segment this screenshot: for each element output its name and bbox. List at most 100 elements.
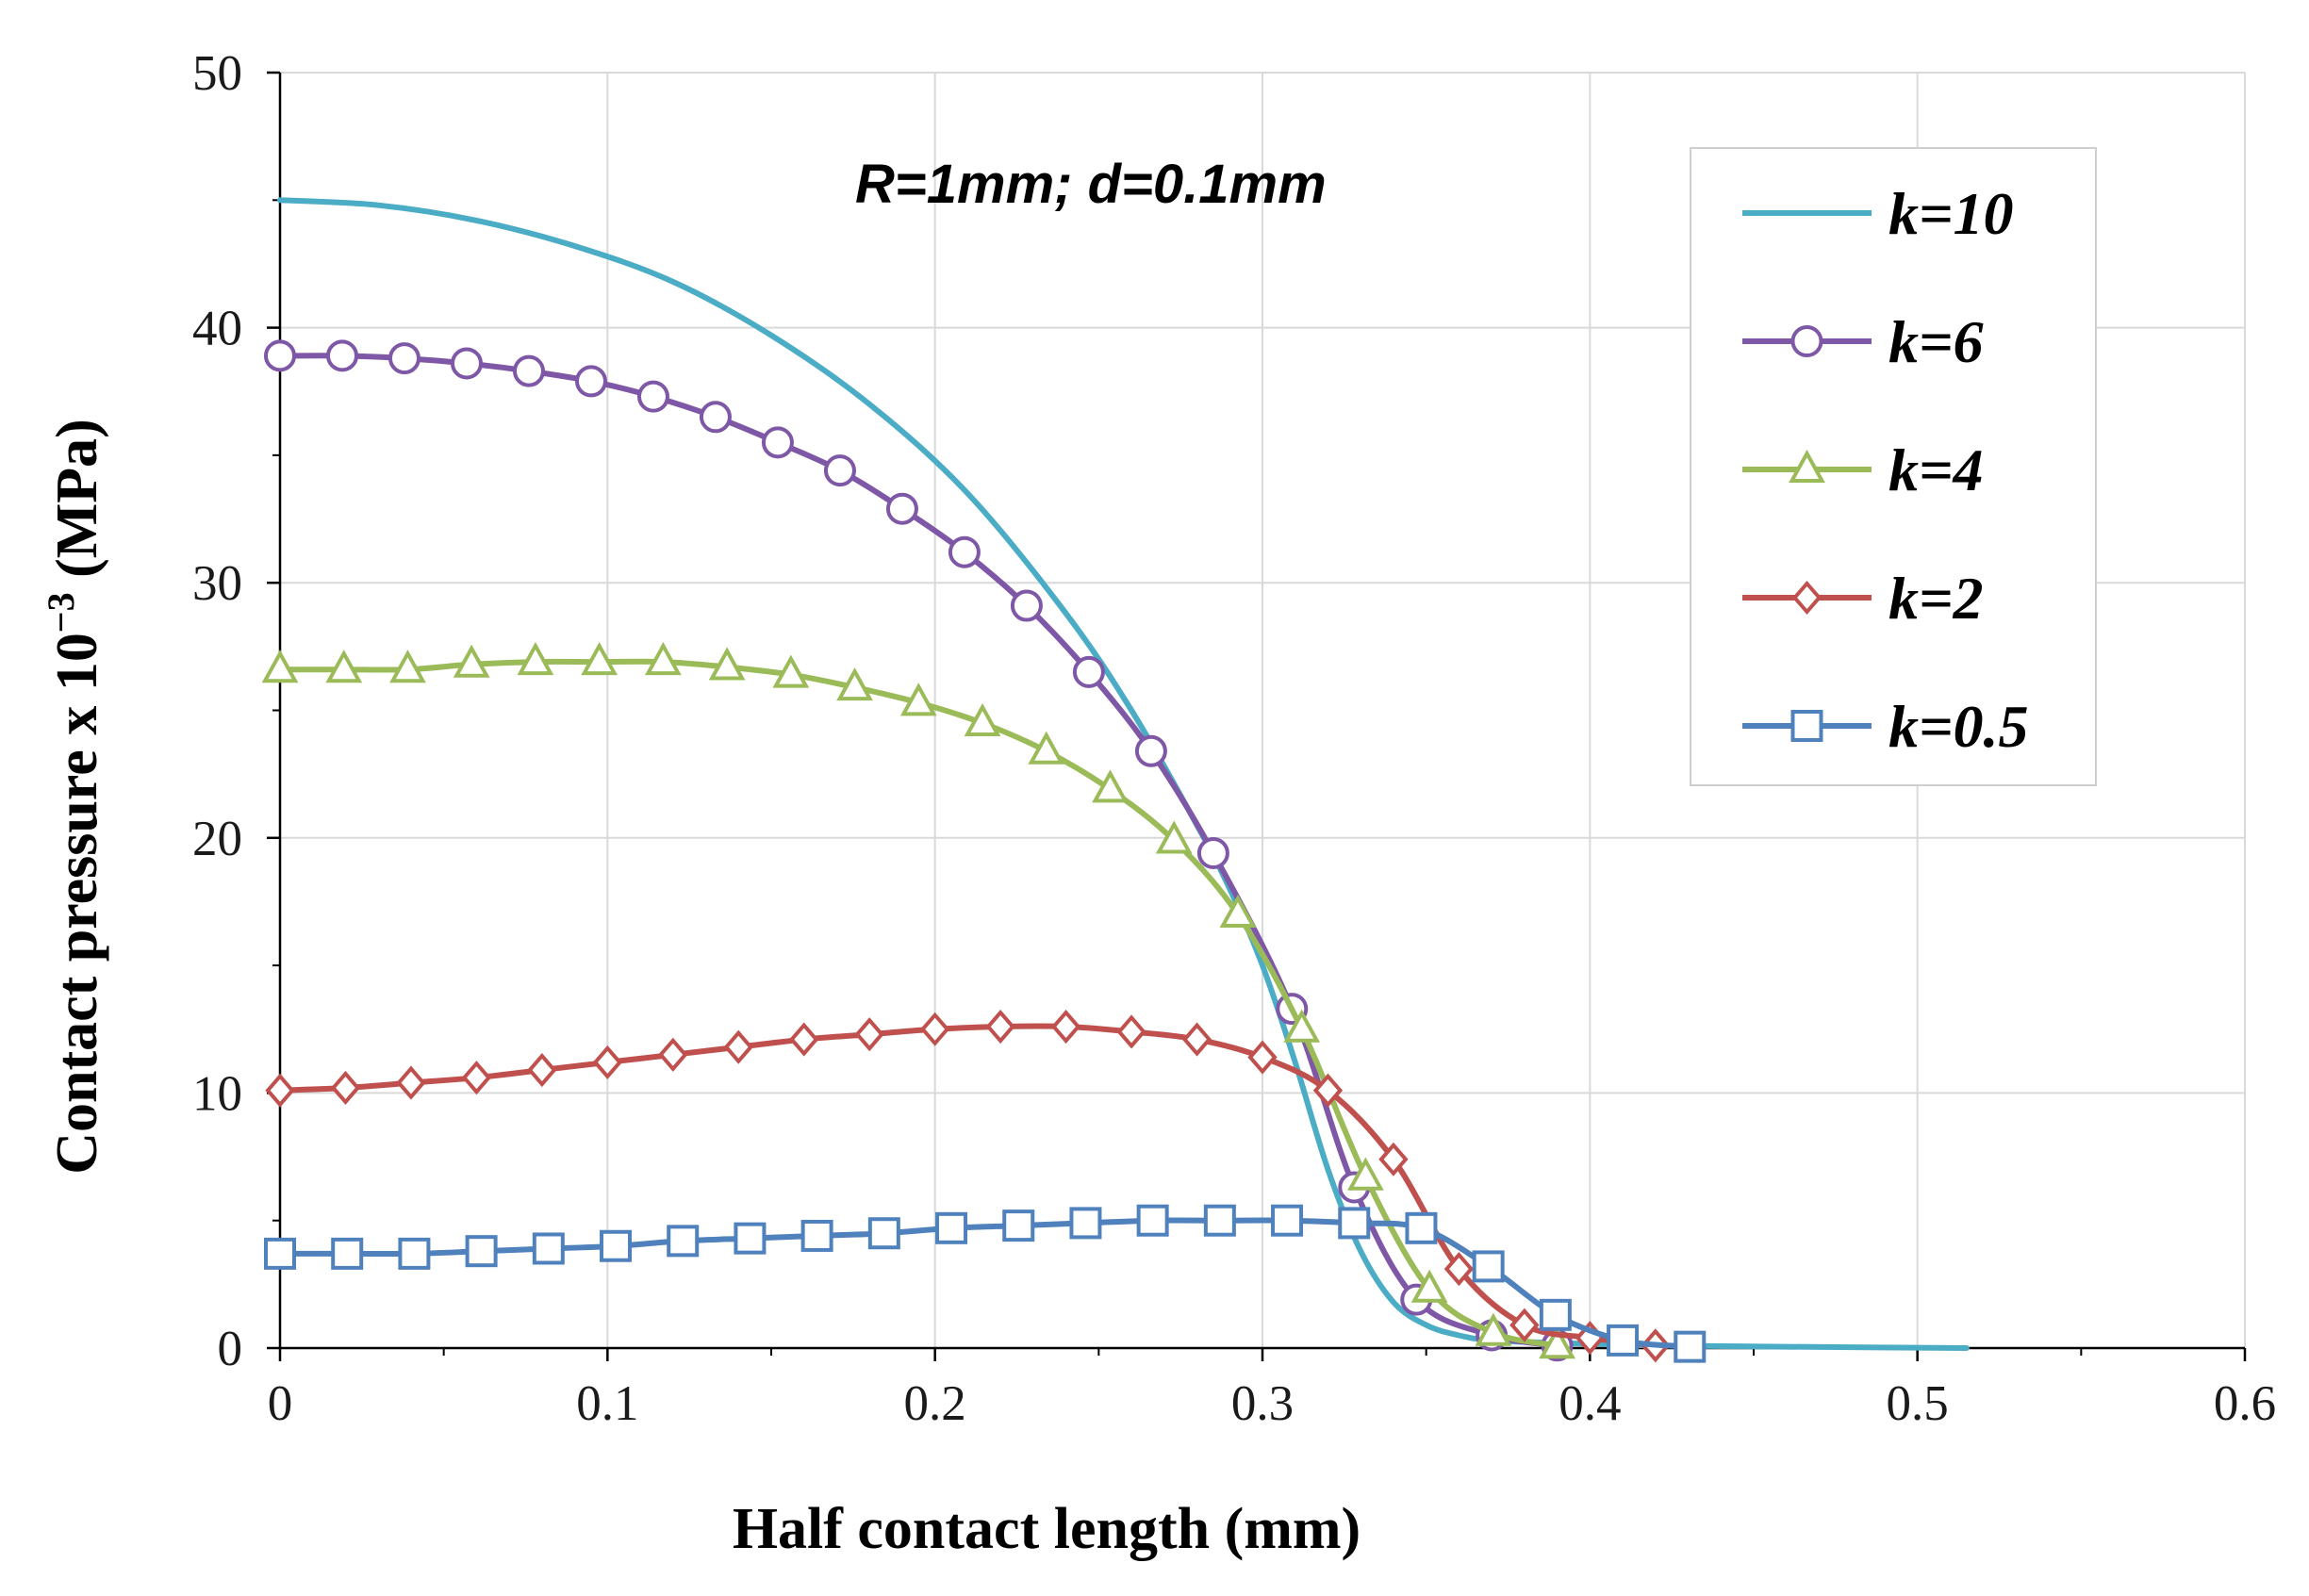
data-point-k-4 <box>453 644 490 678</box>
legend-marker-k-4 <box>1789 449 1825 483</box>
y-tick-label: 20 <box>192 812 242 866</box>
data-point-k-0-5 <box>1271 1204 1304 1237</box>
legend-entry-k-0-5: k=0.5 <box>1742 693 2028 760</box>
data-point-k-0-5 <box>331 1237 364 1270</box>
legend-entry-k-2: k=2 <box>1742 565 1983 632</box>
y-tick-label: 10 <box>192 1066 242 1121</box>
data-point-k-0-5 <box>1674 1330 1707 1363</box>
data-point-k-6 <box>636 380 669 413</box>
data-point-k-2 <box>1509 1308 1540 1342</box>
data-point-k-6 <box>1196 837 1229 870</box>
data-point-k-4 <box>1028 731 1065 765</box>
legend-entry-k-6: k=6 <box>1742 308 1983 375</box>
data-point-k-4 <box>1475 1312 1512 1346</box>
data-point-k-2 <box>1247 1040 1278 1075</box>
data-point-k-0-5 <box>532 1232 565 1265</box>
series-line-k-4 <box>277 658 1560 1349</box>
data-point-k-0-5 <box>935 1211 968 1244</box>
legend: k=10 k=6 k=4 k=2 k=0.5 <box>1690 147 2097 786</box>
data-point-k-6 <box>325 339 358 372</box>
legend-entry-k-10: k=10 <box>1742 180 2013 247</box>
data-point-k-2 <box>330 1070 361 1106</box>
series-k-4 <box>261 641 1575 1359</box>
y-tick-label: 50 <box>192 46 242 101</box>
data-point-k-0-5 <box>1472 1250 1505 1283</box>
data-point-k-4 <box>1347 1157 1384 1191</box>
data-point-k-2 <box>592 1045 622 1079</box>
data-point-k-4 <box>1539 1325 1575 1359</box>
legend-entry-k-4: k=4 <box>1742 436 1983 503</box>
data-point-k-0-5 <box>867 1217 900 1250</box>
tick-labels: 0 0.1 0.2 0.3 0.4 0.5 0.6 0 10 20 30 40 50 <box>192 46 2276 1431</box>
data-point-k-6 <box>761 426 794 459</box>
data-point-k-4 <box>772 654 810 688</box>
data-point-k-0-5 <box>1539 1298 1572 1331</box>
data-point-k-2 <box>1378 1142 1409 1176</box>
data-point-k-0-5 <box>1607 1324 1640 1357</box>
data-point-k-0-5 <box>1405 1211 1438 1244</box>
series-line-k-0-5 <box>277 1217 1693 1350</box>
data-point-k-4 <box>964 702 1001 737</box>
legend-marker-k-6 <box>1790 325 1823 357</box>
data-point-k-2 <box>723 1029 753 1064</box>
data-point-k-2 <box>396 1065 426 1100</box>
data-point-k-4 <box>1092 769 1129 803</box>
series-layer <box>261 197 1970 1363</box>
data-point-k-6 <box>450 347 483 380</box>
x-tick-label: 0.1 <box>576 1376 638 1431</box>
data-point-k-2 <box>789 1022 819 1057</box>
data-point-k-0-5 <box>734 1222 767 1255</box>
legend-label-k-10: k=10 <box>1888 180 2013 247</box>
data-point-k-4 <box>836 667 873 701</box>
y-axis-title-unit: (MPa) <box>45 419 109 592</box>
data-point-k-2 <box>1312 1073 1344 1108</box>
data-point-k-2 <box>1050 1009 1081 1045</box>
x-tick-label: 0 <box>268 1376 293 1431</box>
data-point-k-0-5 <box>1203 1204 1236 1237</box>
y-axis-title: Contact pressure x 10−3 (MPa) <box>40 419 109 1175</box>
data-point-k-2 <box>985 1009 1015 1045</box>
x-tick-label: 0.6 <box>2214 1376 2276 1431</box>
data-point-k-6 <box>574 365 607 398</box>
data-point-k-6 <box>948 535 981 568</box>
data-point-k-2 <box>1181 1022 1212 1057</box>
legend-marker-k-0-5 <box>1790 710 1823 742</box>
data-point-k-2 <box>1443 1252 1475 1287</box>
data-point-k-4 <box>1283 1009 1321 1043</box>
data-point-k-6 <box>388 342 421 375</box>
x-tick-label: 0.5 <box>1887 1376 1949 1431</box>
data-point-k-2 <box>854 1017 884 1052</box>
series-k-0-5 <box>264 1204 1707 1363</box>
data-point-k-4 <box>899 683 937 716</box>
data-point-k-0-5 <box>1069 1207 1102 1240</box>
x-tick-label: 0.4 <box>1559 1376 1621 1431</box>
data-point-k-6 <box>885 492 918 525</box>
legend-label-k-2: k=2 <box>1888 565 1983 632</box>
data-point-k-2 <box>461 1061 492 1095</box>
data-point-k-2 <box>265 1073 295 1108</box>
data-point-k-6 <box>823 454 856 487</box>
data-point-k-0-5 <box>465 1235 498 1268</box>
legend-label-k-4: k=4 <box>1888 436 1983 503</box>
data-point-k-0-5 <box>264 1237 296 1270</box>
y-tick-label: 40 <box>192 302 242 356</box>
legend-marker-k-2 <box>1791 580 1822 616</box>
legend-label-k-6: k=6 <box>1888 308 1983 375</box>
data-point-k-4 <box>261 650 299 683</box>
data-point-k-6 <box>1010 589 1043 622</box>
data-point-k-4 <box>1410 1269 1448 1303</box>
data-point-k-4 <box>389 650 426 683</box>
data-point-k-4 <box>581 641 618 676</box>
data-point-k-0-5 <box>667 1225 700 1258</box>
x-tick-label: 0.3 <box>1231 1376 1294 1431</box>
legend-label-k-0-5: k=0.5 <box>1888 693 2028 760</box>
y-tick-label: 30 <box>192 556 242 611</box>
data-point-k-6 <box>512 354 545 387</box>
y-tick-label: 0 <box>218 1322 243 1376</box>
x-tick-label: 0.2 <box>904 1376 966 1431</box>
data-point-k-4 <box>708 647 746 681</box>
data-point-k-6 <box>1134 734 1167 767</box>
y-axis-title-main: Contact pressure x 10 <box>45 633 109 1175</box>
data-point-k-6 <box>1072 655 1105 688</box>
